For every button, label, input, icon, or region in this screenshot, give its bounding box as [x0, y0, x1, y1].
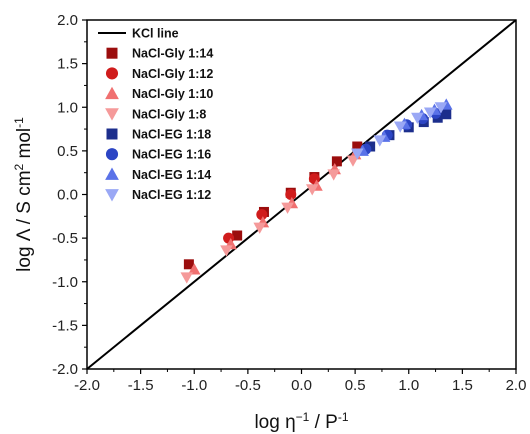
legend-marker	[105, 108, 119, 121]
legend-marker	[105, 189, 119, 202]
legend-label: NaCl-EG 1:18	[132, 128, 211, 142]
x-tick-label: 1.5	[452, 377, 473, 394]
series-nacl-gly-1-10	[188, 148, 362, 275]
legend-marker	[105, 67, 119, 80]
y-tick-label: -1.5	[52, 317, 78, 334]
legend: KCl line NaCl-Gly 1:14 NaCl-Gly 1:12 NaCl-G…	[98, 27, 213, 202]
x-tick-label: -1.5	[128, 377, 154, 394]
series-nacl-gly-1-8	[180, 155, 360, 284]
data-point	[188, 263, 201, 275]
data-point	[352, 141, 363, 152]
legend-marker	[106, 47, 118, 59]
kcl-reference-line	[86, 19, 517, 370]
data-point	[441, 109, 452, 120]
x-tick-label: 0.0	[291, 377, 312, 394]
legend-marker	[105, 86, 119, 100]
x-tick-label: 0.5	[345, 377, 366, 394]
data-point	[346, 155, 360, 167]
legend-label: KCl line	[132, 27, 179, 41]
data-point	[327, 169, 340, 181]
legend-marker	[106, 128, 118, 140]
legend-label: NaCl-Gly 1:10	[132, 87, 213, 101]
data-point	[373, 135, 387, 147]
data-point	[285, 189, 297, 200]
y-tick-label: -0.5	[52, 230, 78, 247]
data-point	[180, 272, 193, 284]
x-axis-label: log η−1 / P-1	[254, 410, 348, 433]
y-tick-label: 1.5	[57, 56, 78, 73]
x-tick-label: 1.0	[398, 377, 419, 394]
data-point	[253, 222, 266, 234]
plot-frame	[86, 19, 517, 370]
data-point	[232, 230, 243, 241]
legend-label: NaCl-EG 1:12	[132, 188, 211, 202]
legend-label: NaCl-Gly 1:14	[132, 47, 213, 61]
data-point	[423, 107, 437, 119]
y-tick-label: -2.0	[52, 361, 78, 378]
data-point	[393, 121, 407, 133]
legend-marker	[105, 148, 119, 161]
x-tick-label: 2.0	[506, 377, 527, 394]
data-point	[281, 202, 294, 214]
x-tick-label: -1.0	[181, 377, 207, 394]
series-nacl-eg-1-12	[351, 102, 448, 160]
legend-label: NaCl-Gly 1:12	[132, 67, 213, 81]
plot-area	[86, 19, 517, 370]
legend-label: NaCl-EG 1:16	[132, 148, 211, 162]
data-point	[351, 148, 364, 160]
legend-label: NaCl-Gly 1:8	[132, 107, 206, 121]
x-tick-label: -0.5	[235, 377, 261, 394]
data-point	[256, 209, 268, 221]
y-tick-label: 1.0	[57, 99, 78, 116]
data-point	[434, 102, 448, 114]
axis-ticks: -2.0 -1.5 -1.0 -0.5 0.0 0.5 1.0 1.5 2.0 -2.0 -1.5 -…	[52, 12, 526, 394]
data-point	[220, 245, 233, 257]
x-axis-label-sup: −1	[296, 410, 310, 424]
data-point	[183, 259, 194, 270]
y-tick-label: -1.0	[52, 274, 78, 291]
data-point	[331, 156, 342, 167]
legend-marker	[105, 167, 119, 180]
data-points	[180, 98, 453, 284]
legend-label: NaCl-EG 1:14	[132, 168, 211, 182]
data-point	[305, 184, 319, 196]
y-tick-label: 0.5	[57, 143, 78, 160]
y-tick-label: 0.0	[57, 187, 78, 204]
y-tick-label: 2.0	[57, 12, 78, 29]
data-point	[411, 112, 424, 124]
y-axis-label: log Λ / S cm2 mol-1	[12, 117, 35, 272]
x-tick-label: -2.0	[74, 377, 100, 394]
